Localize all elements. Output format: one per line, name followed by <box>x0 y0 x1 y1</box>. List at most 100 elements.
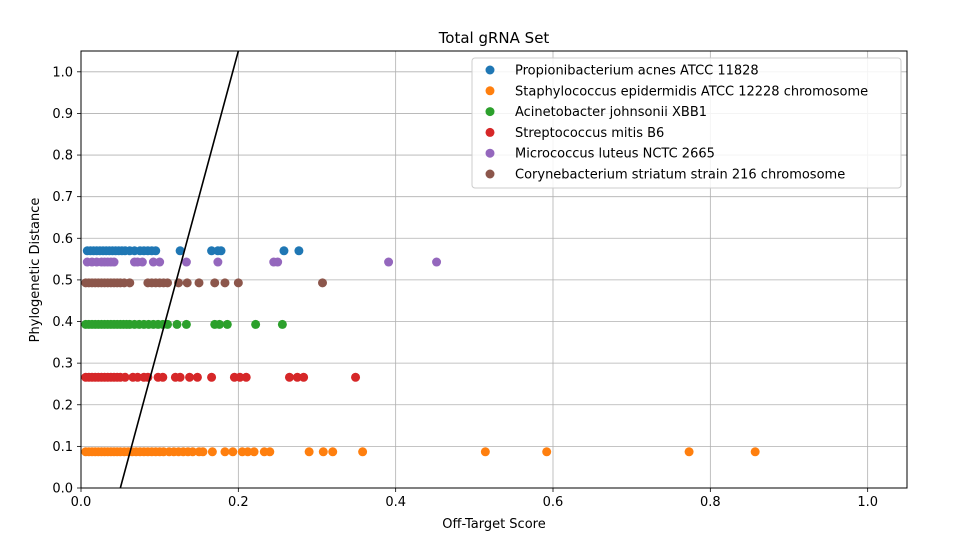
legend-label: Streptococcus mitis B6 <box>515 126 664 141</box>
x-tick-label: 0.4 <box>385 495 406 510</box>
data-point <box>133 372 143 382</box>
data-point <box>207 246 217 256</box>
data-point <box>220 447 230 457</box>
data-point <box>172 319 182 329</box>
data-point <box>251 319 261 329</box>
data-point <box>222 319 232 329</box>
x-tick-label: 1.0 <box>857 495 878 510</box>
y-tick-label: 0.1 <box>52 440 73 455</box>
data-point <box>198 447 208 457</box>
data-point <box>294 246 304 256</box>
y-tick-label: 0.7 <box>52 190 73 205</box>
data-point <box>750 447 760 457</box>
data-point <box>120 372 130 382</box>
legend-marker <box>485 169 495 179</box>
legend-marker <box>485 127 495 137</box>
legend-marker <box>485 107 495 117</box>
data-point <box>181 319 191 329</box>
data-point <box>328 447 338 457</box>
legend-label: Staphylococcus epidermidis ATCC 12228 ch… <box>515 84 868 99</box>
data-point <box>151 246 161 256</box>
y-tick-label: 0.9 <box>52 107 73 122</box>
data-point <box>125 278 135 288</box>
data-point <box>480 447 490 457</box>
legend-label: Acinetobacter johnsonii XBB1 <box>515 105 707 120</box>
data-point <box>148 257 158 267</box>
reference-line-group <box>119 51 240 488</box>
data-point <box>214 319 224 329</box>
data-point <box>384 257 394 267</box>
data-point <box>235 372 245 382</box>
data-point <box>284 372 294 382</box>
data-point <box>182 278 192 288</box>
plot-frame <box>80 50 908 489</box>
x-tick-label: 0.2 <box>228 495 249 510</box>
data-point <box>137 257 147 267</box>
y-tick-label: 1.0 <box>52 65 73 80</box>
legend-label: Propionibacterium acnes ATCC 11828 <box>515 64 759 79</box>
data-point <box>213 257 223 267</box>
legend: Propionibacterium acnes ATCC 11828 Staphy… <box>471 57 902 189</box>
chart-title: Total gRNA Set <box>438 29 550 47</box>
data-point <box>233 278 243 288</box>
data-point <box>155 257 165 267</box>
series-group <box>82 246 304 256</box>
data-point <box>243 447 253 457</box>
reference-line <box>119 51 240 488</box>
data-point <box>210 278 220 288</box>
data-point <box>351 372 361 382</box>
x-axis-ticks: 0.0 0.2 0.4 0.6 0.8 1.0 <box>71 488 878 510</box>
legend-marker <box>485 86 495 96</box>
data-point <box>163 278 173 288</box>
data-point <box>358 447 368 457</box>
data-point <box>192 372 202 382</box>
y-axis-title: Phylogenetic Distance <box>28 198 43 343</box>
data-point <box>304 447 314 457</box>
data-point <box>109 257 119 267</box>
series-group <box>81 319 287 329</box>
data-point <box>207 372 217 382</box>
data-point <box>185 372 195 382</box>
y-tick-label: 0.2 <box>52 398 73 413</box>
data-point <box>279 246 289 256</box>
y-tick-label: 0.4 <box>52 315 73 330</box>
data-point <box>249 447 259 457</box>
data-point <box>318 278 328 288</box>
data-point <box>175 372 185 382</box>
data-point <box>181 257 191 267</box>
x-tick-label: 0.8 <box>700 495 721 510</box>
data-point <box>241 372 251 382</box>
series-group <box>81 447 760 457</box>
data-point <box>273 257 283 267</box>
data-point <box>265 447 275 457</box>
data-point <box>175 246 185 256</box>
data-point <box>220 278 230 288</box>
data-point <box>277 319 287 329</box>
y-tick-label: 0.3 <box>52 357 73 372</box>
data-points <box>81 246 760 457</box>
x-axis-title: Off-Target Score <box>442 517 545 532</box>
data-point <box>542 447 552 457</box>
data-point <box>318 447 328 457</box>
data-point <box>194 278 204 288</box>
y-axis-ticks: 0.0 0.1 0.2 0.3 0.4 0.5 0.6 0.7 0.8 0.9 1.0 <box>52 65 81 497</box>
data-point <box>188 447 198 457</box>
data-point <box>432 257 442 267</box>
series-group <box>81 372 361 382</box>
data-point <box>684 447 694 457</box>
series-group <box>82 257 442 267</box>
legend-marker <box>485 148 495 158</box>
data-point <box>228 447 238 457</box>
legend-label: Corynebacterium striatum strain 216 chro… <box>515 168 845 183</box>
legend-box <box>471 57 902 189</box>
legend-label: Micrococcus luteus NCTC 2665 <box>515 147 715 162</box>
legend-marker <box>485 65 495 75</box>
data-point <box>216 246 226 256</box>
data-point <box>207 447 217 457</box>
x-tick-label: 0.0 <box>71 495 92 510</box>
data-point <box>292 372 302 382</box>
y-tick-label: 0.0 <box>52 482 73 497</box>
data-point <box>158 372 168 382</box>
y-tick-label: 0.5 <box>52 273 73 288</box>
